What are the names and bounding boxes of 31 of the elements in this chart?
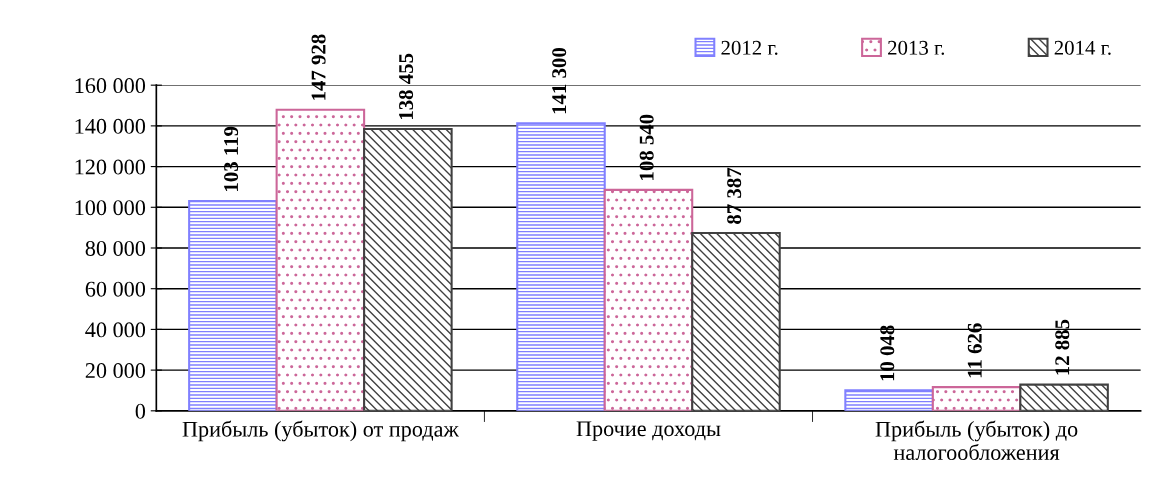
y-tick-label: 40 000 <box>85 322 146 338</box>
bar <box>603 188 694 411</box>
y-tick-label: 80 000 <box>85 240 146 256</box>
data-label: 103 119 <box>224 126 239 191</box>
bar <box>691 231 781 411</box>
x-tick-label: Прибыль (убыток) до налогообложения <box>875 420 1078 461</box>
x-tick-label: Прочие доходы <box>576 421 721 441</box>
data-label: 10 048 <box>880 325 895 381</box>
y-tick-label: 120 000 <box>75 159 146 175</box>
bar <box>931 386 1022 411</box>
data-label: 12 885 <box>1055 319 1070 375</box>
y-tick-label: 20 000 <box>85 363 146 379</box>
data-label: 108 540 <box>639 114 654 180</box>
bar <box>1019 383 1109 411</box>
bar <box>844 389 934 411</box>
legend-label: 2013 г. <box>888 40 945 55</box>
bar <box>363 127 453 411</box>
y-tick-label: 60 000 <box>85 281 146 297</box>
y-tick-label: 0 <box>135 403 146 419</box>
y-tick-label: 160 000 <box>75 78 146 94</box>
y-tick-label: 140 000 <box>75 118 146 134</box>
data-label: 138 455 <box>399 53 414 120</box>
data-label: 147 928 <box>311 34 326 100</box>
legend-label: 2012 г. <box>721 40 778 55</box>
bar <box>188 199 278 411</box>
data-label: 141 300 <box>552 47 567 114</box>
y-tick-label: 100 000 <box>75 200 146 216</box>
legend-label: 2014 г. <box>1054 40 1111 55</box>
x-tick-label: Прибыль (убыток) от продаж <box>182 420 459 442</box>
bar <box>516 122 606 411</box>
bar <box>275 108 366 411</box>
